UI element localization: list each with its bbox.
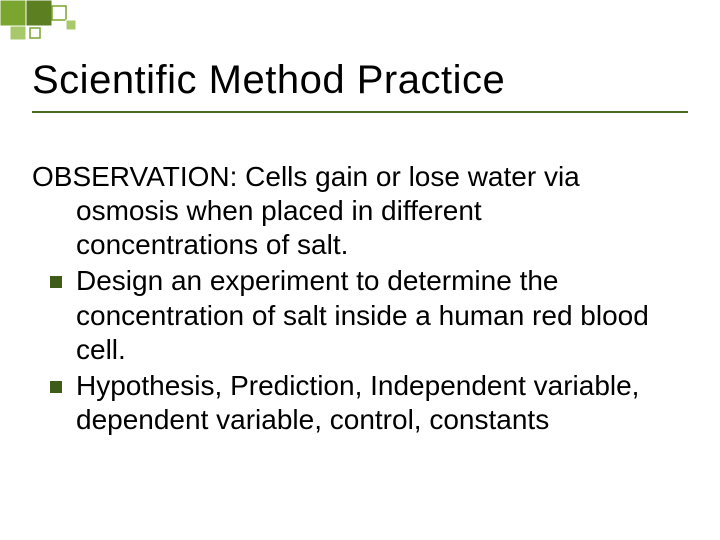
- bullet-1-text: Design an experiment to determine the co…: [76, 264, 680, 366]
- square-bullet-icon: [50, 381, 62, 393]
- obs-line3: concentrations of salt.: [32, 228, 680, 262]
- bullet-2: Hypothesis, Prediction, Independent vari…: [32, 369, 680, 437]
- square-bullet-icon: [50, 276, 62, 288]
- bullet-1: Design an experiment to determine the co…: [32, 264, 680, 366]
- title-underline: [32, 111, 688, 113]
- obs-line2: osmosis when placed in different: [32, 194, 680, 228]
- bullet-2-text: Hypothesis, Prediction, Independent vari…: [76, 369, 680, 437]
- observation-text: OBSERVATION: Cells gain or lose water vi…: [32, 160, 680, 262]
- slide-title: Scientific Method Practice: [32, 58, 688, 103]
- title-block: Scientific Method Practice: [32, 58, 688, 113]
- deco-svg: [0, 0, 200, 50]
- slide-body: OBSERVATION: Cells gain or lose water vi…: [32, 160, 680, 437]
- corner-decoration: [0, 0, 200, 40]
- obs-line1: OBSERVATION: Cells gain or lose water vi…: [32, 160, 680, 194]
